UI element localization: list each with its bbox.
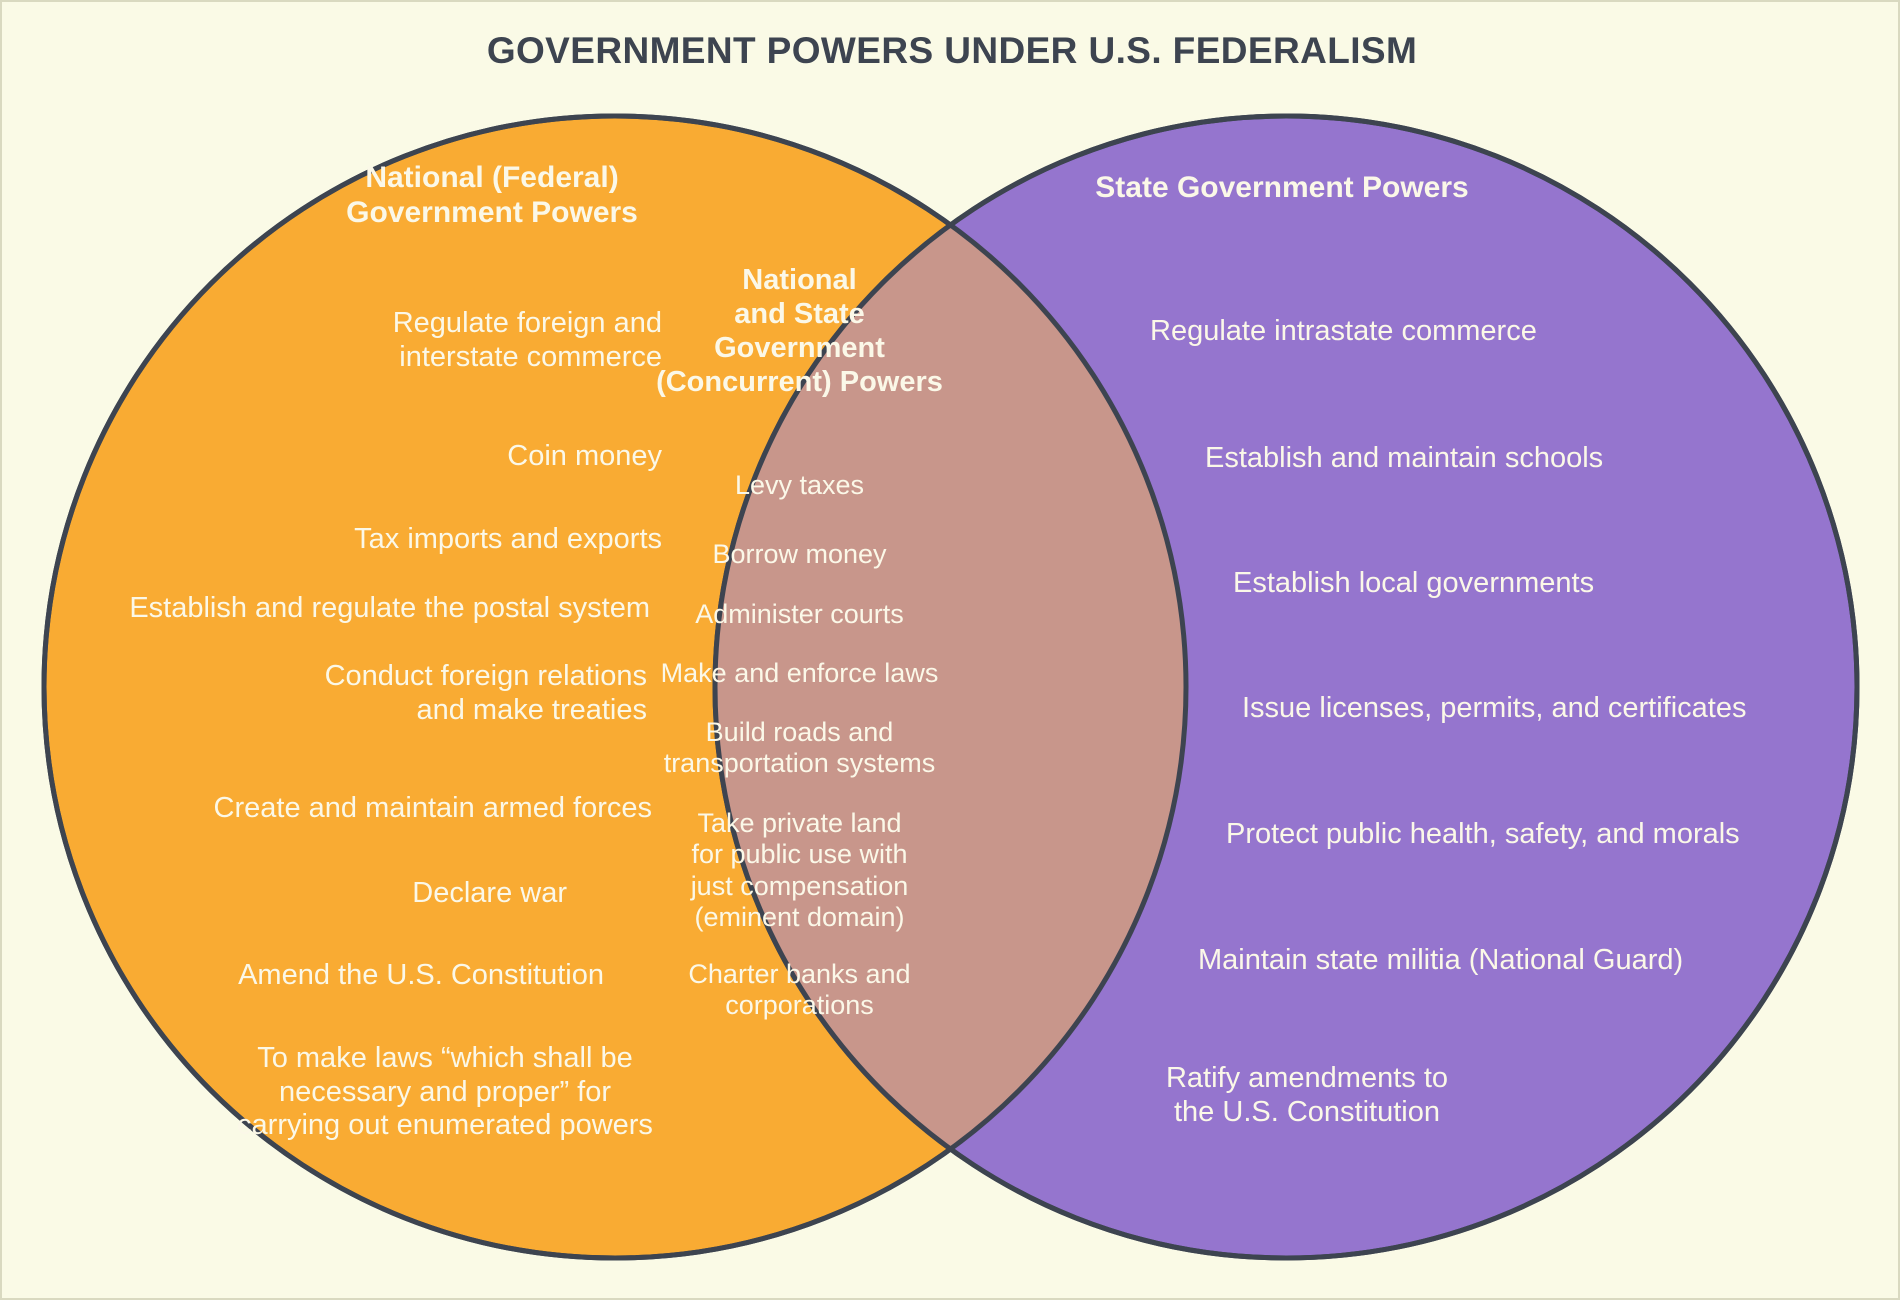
national-circle-outline [41,113,1189,1261]
concurrent-item-0: Levy taxes [734,470,865,500]
national-heading: National (Federal) Government Powers [346,161,638,230]
page-title: GOVERNMENT POWERS UNDER U.S. FEDERALISM [486,30,1418,71]
national-item-3: Establish and regulate the postal system [129,592,650,624]
national-item-8: To make laws “which shall be necessary a… [237,1042,653,1142]
concurrent-overlap-region [715,116,1186,1258]
concurrent-item-2: Administer courts [695,599,904,629]
concurrent-item-3: Make and enforce laws [660,658,939,688]
concurrent-item-5: Take private land for public use with ju… [690,808,909,932]
national-item-2: Tax imports and exports [354,523,662,555]
national-item-0: Regulate foreign and interstate commerce [392,307,662,373]
state-item-6: Ratify amendments to the U.S. Constituti… [1165,1062,1449,1128]
national-item-4: Conduct foreign relations and make treat… [324,660,647,726]
state-item-5: Maintain state militia (National Guard) [1198,944,1684,976]
state-item-1: Establish and maintain schools [1205,442,1604,474]
national-item-1: Coin money [507,440,662,472]
state-item-0: Regulate intrastate commerce [1150,315,1537,347]
concurrent-item-1: Borrow money [712,539,887,569]
concurrent-item-4: Build roads and transportation systems [663,717,936,779]
state-item-4: Protect public health, safety, and moral… [1226,818,1740,850]
state-circle-outline [712,113,1860,1261]
national-item-6: Declare war [412,877,567,909]
concurrent-heading: National and State Government (Concurren… [656,264,943,398]
state-item-2: Establish local governments [1233,567,1595,599]
state-item-3: Issue licenses, permits, and certificate… [1242,692,1747,724]
national-item-7: Amend the U.S. Constitution [238,959,604,991]
state-heading: State Government Powers [1095,171,1469,204]
concurrent-item-6: Charter banks and corporations [688,959,911,1021]
national-item-5: Create and maintain armed forces [213,792,652,824]
